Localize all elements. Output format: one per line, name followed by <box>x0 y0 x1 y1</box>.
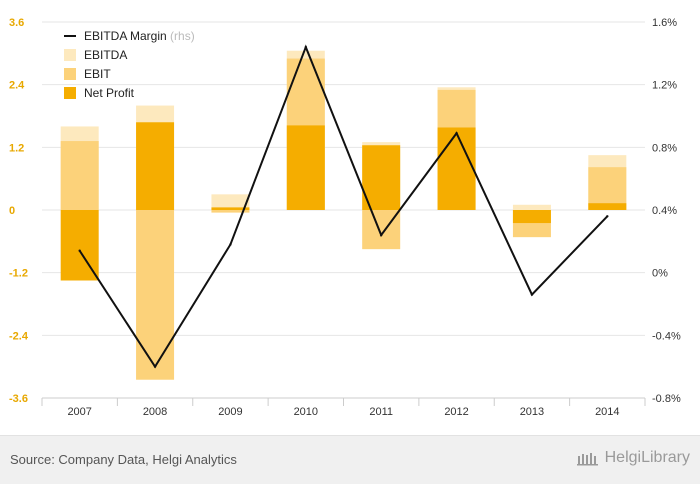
legend-label: EBITDA Margin (rhs) <box>84 29 195 43</box>
legend-swatch <box>64 87 76 99</box>
left-axis-tick-label: -3.6 <box>9 393 28 405</box>
right-axis-tick-label: -0.8% <box>652 393 681 405</box>
right-axis-tick-label: -0.4% <box>652 330 681 342</box>
x-axis-tick-label: 2012 <box>444 406 468 418</box>
bar-ebit <box>211 210 250 213</box>
bar-ebitda <box>211 194 250 210</box>
bar-net-profit <box>437 127 476 210</box>
right-axis-tick-label: 0% <box>652 268 668 280</box>
library-icon <box>576 453 598 466</box>
left-axis-tick-label: 2.4 <box>9 80 25 92</box>
line-point <box>153 365 157 368</box>
x-axis-tick-label: 2011 <box>369 406 393 418</box>
legend-swatch <box>64 49 76 61</box>
left-axis-tick-label: 3.6 <box>9 17 24 29</box>
bar-net-profit <box>286 125 325 210</box>
line-point <box>379 233 383 237</box>
left-axis-tick-label: 1.2 <box>9 142 24 154</box>
left-axis-tick-label: -2.4 <box>9 330 29 342</box>
line-point <box>455 132 458 135</box>
line-point <box>229 243 232 246</box>
chart: 3.6 2.4 1.2 0 -1.2 -2.4 -3.6 1.6% 1.2% 0.8% 0.4% 0%… <box>9 17 681 418</box>
line-point <box>530 293 534 296</box>
bar-ebit <box>588 167 627 210</box>
bar-ebit <box>136 210 175 380</box>
right-axis-tick-label: 0.8% <box>652 142 677 154</box>
bar-net-profit <box>136 122 175 210</box>
x-axis-tick-label: 2010 <box>294 406 318 418</box>
logo-text: HelgiLibrary <box>604 449 690 466</box>
line-point <box>78 249 81 252</box>
line-point <box>606 215 609 218</box>
right-axis-tick-label: 0.4% <box>652 205 677 217</box>
legend-label: EBITDA <box>84 48 127 62</box>
footer: Source: Company Data, Helgi Analytics He… <box>0 435 700 484</box>
x-axis-tick-label: 2009 <box>218 406 242 418</box>
right-axis-tick-label: 1.6% <box>652 17 677 29</box>
legend-swatch <box>64 68 76 80</box>
bar-net-profit <box>512 210 551 224</box>
x-axis-tick-label: 2014 <box>595 406 619 418</box>
left-axis-tick-label: -1.2 <box>9 268 28 280</box>
helgi-logo: HelgiLibrary <box>576 449 690 467</box>
x-axis-tick-label: 2008 <box>143 406 167 418</box>
bar-ebit <box>60 141 99 210</box>
x-axis-tick-label: 2013 <box>520 406 544 418</box>
left-axis-tick-label: 0 <box>9 205 15 217</box>
legend-label: Net Profit <box>84 86 135 100</box>
bar-ebitda <box>512 204 551 210</box>
bar-net-profit <box>211 207 250 210</box>
source-note: Source: Company Data, Helgi Analytics <box>10 452 237 467</box>
bar-net-profit <box>588 203 627 210</box>
x-axis-tick-label: 2007 <box>67 406 91 418</box>
line-point <box>304 45 308 49</box>
right-axis-tick-label: 1.2% <box>652 80 677 92</box>
legend-label: EBIT <box>84 67 111 81</box>
legend-label-suffix: (rhs) <box>167 29 195 43</box>
bar-net-profit <box>362 145 401 210</box>
line-ebitda-margin <box>78 44 609 369</box>
